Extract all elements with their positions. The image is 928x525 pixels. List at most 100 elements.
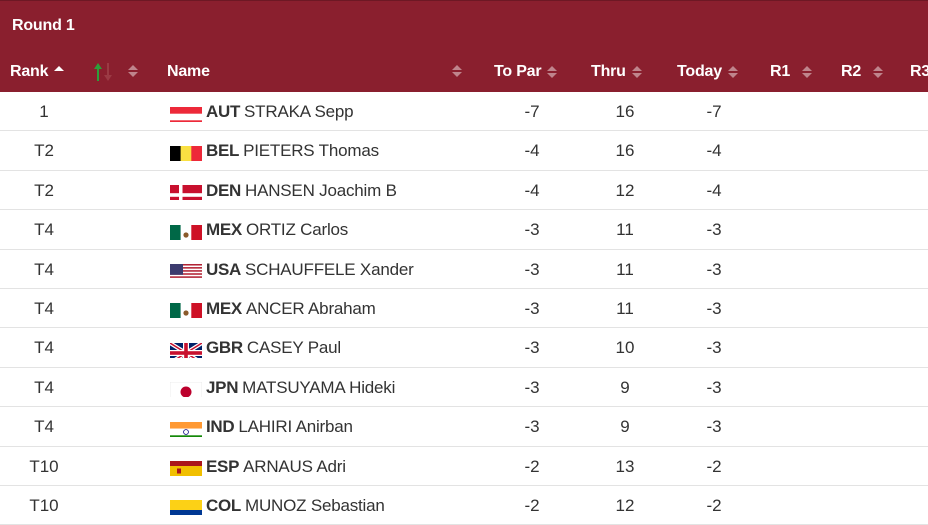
leaderboard-row[interactable]: T4 MEX ORTIZ Carlos -3 11 -3 xyxy=(0,210,928,250)
athlete-cell[interactable]: DEN HANSEN Joachim B xyxy=(170,171,397,210)
athlete-cell[interactable]: JPN MATSUYAMA Hideki xyxy=(170,368,395,407)
today-cell: -3 xyxy=(706,417,722,437)
athlete-name[interactable]: ARNAUS Adri xyxy=(243,456,346,476)
thru-cell: 9 xyxy=(620,417,630,437)
to-par-cell: -3 xyxy=(524,338,540,358)
athlete-name[interactable]: STRAKA Sepp xyxy=(244,102,354,121)
thru-cell: 16 xyxy=(615,141,635,161)
athlete-name[interactable]: MUNOZ Sebastian xyxy=(244,495,385,515)
to-par-cell: -2 xyxy=(524,456,540,476)
to-par-cell: -2 xyxy=(524,495,540,515)
athlete-cell[interactable]: IND LAHIRI Anirban xyxy=(170,407,353,446)
to-par-cell: -7 xyxy=(524,102,540,121)
rank-cell: T4 xyxy=(34,259,54,279)
column-label-r3: R3 xyxy=(910,63,928,80)
column-header-thru[interactable]: Thru xyxy=(591,63,642,81)
country-code: AUT xyxy=(206,102,241,121)
athlete-cell[interactable]: USA SCHAUFFELE Xander xyxy=(170,250,414,289)
rank-cell: T4 xyxy=(34,417,54,437)
today-cell: -3 xyxy=(706,298,722,318)
column-label-rank: Rank xyxy=(10,63,49,80)
rank-cell: 1 xyxy=(39,102,49,121)
athlete-cell[interactable]: GBR CASEY Paul xyxy=(170,328,341,367)
to-par-cell: -3 xyxy=(524,417,540,437)
athlete-name[interactable]: HANSEN Joachim B xyxy=(245,180,397,200)
leaderboard-row[interactable]: T10 ESP ARNAUS Adri -2 13 -2 xyxy=(0,447,928,486)
sort-icon[interactable] xyxy=(128,63,138,79)
rank-cell: T2 xyxy=(34,141,54,161)
thru-cell: 12 xyxy=(615,180,635,200)
today-cell: -7 xyxy=(706,102,722,121)
sort-ascending-icon[interactable] xyxy=(54,64,65,80)
sort-icon[interactable] xyxy=(873,64,884,80)
column-header-rank[interactable]: Rank xyxy=(10,63,65,81)
athlete-name[interactable]: ANCER Abraham xyxy=(245,298,376,318)
country-code: USA xyxy=(206,259,241,279)
column-label-name: Name xyxy=(167,63,210,80)
aut-flag xyxy=(170,102,202,122)
athlete-name[interactable]: LAHIRI Anirban xyxy=(238,417,353,437)
athlete-cell[interactable]: ESP ARNAUS Adri xyxy=(170,447,346,486)
jpn-flag xyxy=(170,377,202,398)
column-header-r1[interactable]: R1 xyxy=(770,63,813,81)
sort-icon[interactable] xyxy=(802,64,813,80)
sort-icon[interactable] xyxy=(547,64,558,80)
athlete-cell[interactable]: AUT STRAKA Sepp xyxy=(170,92,354,131)
column-header-name[interactable]: Name xyxy=(167,63,210,81)
athlete-name[interactable]: PIETERS Thomas xyxy=(243,141,379,161)
sort-icon[interactable] xyxy=(631,64,642,80)
thru-cell: 9 xyxy=(620,377,630,397)
rank-cell: T4 xyxy=(34,220,54,240)
sort-icon[interactable] xyxy=(727,64,738,80)
today-cell: -2 xyxy=(706,495,722,515)
today-cell: -4 xyxy=(706,180,722,200)
country-code: COL xyxy=(206,495,241,515)
athlete-cell[interactable]: COL MUNOZ Sebastian xyxy=(170,486,385,525)
leaderboard-row[interactable]: T4 IND LAHIRI Anirban -3 9 -3 xyxy=(0,407,928,447)
leaderboard-row[interactable]: T4 MEX ANCER Abraham -3 11 -3 xyxy=(0,289,928,329)
today-cell: -3 xyxy=(706,220,722,240)
leaderboard-header: Round 1 Rank Name To Par Thru Today R1 R… xyxy=(0,0,928,92)
athlete-cell[interactable]: MEX ORTIZ Carlos xyxy=(170,210,348,249)
to-par-cell: -4 xyxy=(524,141,540,161)
athlete-cell[interactable]: MEX ANCER Abraham xyxy=(170,289,376,328)
column-header-to-par[interactable]: To Par xyxy=(494,63,558,81)
today-cell: -3 xyxy=(706,377,722,397)
leaderboard-row[interactable]: T10 COL MUNOZ Sebastian -2 12 -2 xyxy=(0,486,928,525)
athlete-name[interactable]: MATSUYAMA Hideki xyxy=(242,377,396,397)
column-label-r2: R2 xyxy=(841,63,862,80)
thru-cell: 10 xyxy=(615,338,635,358)
country-code: GBR xyxy=(206,338,243,358)
athlete-name[interactable]: CASEY Paul xyxy=(246,338,341,358)
country-code: ESP xyxy=(206,456,240,476)
den-flag xyxy=(170,180,202,201)
round-title: Round 1 xyxy=(12,17,75,34)
position-movement-icon xyxy=(94,63,112,81)
mex-flag xyxy=(170,298,202,319)
athlete-name[interactable]: SCHAUFFELE Xander xyxy=(245,259,414,279)
rank-cell: T2 xyxy=(34,180,54,200)
thru-cell: 11 xyxy=(616,220,634,240)
leaderboard-row[interactable]: T4 JPN MATSUYAMA Hideki -3 9 -3 xyxy=(0,368,928,408)
column-header-movement[interactable] xyxy=(122,63,138,79)
column-label-r1: R1 xyxy=(770,63,791,80)
leaderboard-row[interactable]: 1 AUT STRAKA Sepp -7 16 -7 xyxy=(0,92,928,132)
athlete-name[interactable]: ORTIZ Carlos xyxy=(245,220,349,240)
leaderboard-row[interactable]: T4 GBR CASEY Paul -3 10 -3 xyxy=(0,328,928,368)
rank-cell: T4 xyxy=(34,377,54,397)
column-header-r2[interactable]: R2 xyxy=(841,63,884,81)
leaderboard-row[interactable]: T4 USA SCHAUFFELE Xander -3 11 -3 xyxy=(0,250,928,289)
mex-flag xyxy=(170,220,202,240)
athlete-cell[interactable]: BEL PIETERS Thomas xyxy=(170,131,379,170)
leaderboard-row[interactable]: T2 BEL PIETERS Thomas -4 16 -4 xyxy=(0,131,928,171)
today-cell: -3 xyxy=(706,259,722,279)
col-flag xyxy=(170,495,202,516)
leaderboard-row[interactable]: T2 DEN HANSEN Joachim B -4 12 -4 xyxy=(0,171,928,211)
rank-cell: T10 xyxy=(29,456,59,476)
rank-cell: T4 xyxy=(34,338,54,358)
column-header-r3[interactable]: R3 xyxy=(910,63,928,81)
today-cell: -3 xyxy=(706,338,722,358)
column-header-today[interactable]: Today xyxy=(677,63,738,81)
column-header-name-sort[interactable] xyxy=(446,63,462,79)
sort-icon[interactable] xyxy=(452,63,462,79)
